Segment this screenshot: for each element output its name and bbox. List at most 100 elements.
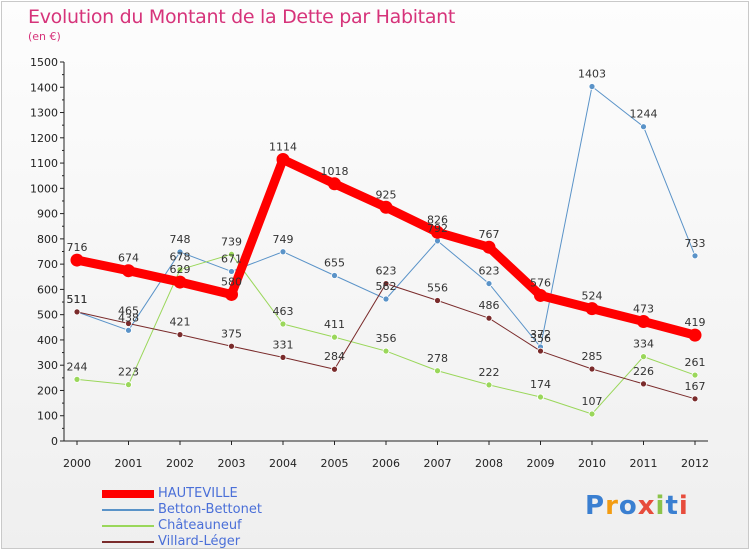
y-tick-label: 400 [37,334,58,347]
data-point [537,393,544,401]
data-label: 674 [118,252,139,265]
data-label: 486 [479,299,500,312]
data-point [688,328,702,342]
data-point [228,342,235,350]
x-tick-label: 2002 [166,457,194,470]
y-tick-label: 600 [37,283,58,296]
data-label: 285 [582,350,603,363]
data-point [125,320,132,327]
data-point [276,153,290,167]
y-tick-label: 1500 [30,56,58,69]
data-point [279,353,287,361]
legend-swatch-chateauneuf [102,525,154,527]
data-label: 792 [427,222,448,235]
data-point [485,381,493,389]
data-point [534,288,547,302]
y-tick-label: 1100 [30,157,58,170]
x-tick-label: 2007 [424,457,452,470]
data-point [485,280,493,287]
y-tick-label: 200 [37,384,58,397]
x-tick-label: 2005 [321,457,349,470]
data-label: 278 [427,352,448,365]
data-label: 372 [530,328,551,341]
data-point [176,266,184,274]
data-label: 1403 [578,68,606,81]
series-line [72,155,700,340]
data-label: 748 [170,233,191,246]
data-label: 1114 [269,141,297,154]
data-label: 465 [118,305,139,318]
data-point [588,410,596,418]
y-tick-label: 0 [51,435,58,448]
data-point [279,248,287,256]
data-label: 1244 [630,108,658,121]
data-label: 826 [427,213,448,226]
data-point [585,302,599,316]
data-label: 623 [479,265,500,278]
data-label: 629 [170,263,191,276]
data-label: 671 [221,252,242,265]
chart-title: Evolution du Montant de la Dette par Hab… [28,6,456,28]
data-point [225,287,238,301]
data-label: 375 [221,327,242,340]
x-tick-label: 2012 [681,457,709,470]
data-point [691,395,699,403]
x-tick-label: 2008 [475,457,503,470]
data-label: 678 [170,251,191,264]
data-point [122,264,135,278]
legend-label-hauteville: HAUTEVILLE [158,486,238,501]
data-point [434,297,441,304]
data-label: 562 [376,280,397,293]
data-label: 767 [479,228,500,241]
data-label: 463 [273,305,294,318]
legend-label-chateauneuf: Châteauneuf [158,518,242,533]
x-tick-label: 2003 [218,457,246,470]
x-tick-label: 2004 [269,457,297,470]
data-label: 580 [221,275,242,288]
data-point [691,371,699,379]
x-tick-label: 2009 [527,457,555,470]
y-tick-label: 900 [37,208,58,221]
data-point [228,250,235,258]
data-point [125,381,132,389]
data-label: 107 [582,395,603,408]
y-tick-label: 1400 [30,81,58,94]
data-label: 556 [427,282,448,295]
data-point [228,268,235,275]
data-label: 511 [67,293,88,306]
data-label: 244 [67,360,88,373]
data-point [176,248,184,256]
data-label: 167 [685,380,706,393]
logo-letter: r [605,491,619,521]
data-point [640,380,647,388]
logo-letter: o [618,491,638,521]
data-point [176,331,184,339]
legend-swatch-hauteville [102,490,154,498]
data-label: 419 [685,316,706,329]
x-tick-label: 2011 [630,457,658,470]
data-point [70,253,84,267]
data-point [279,320,287,328]
data-point [73,308,81,316]
legend-swatch-betton-bettonet [102,509,154,511]
data-label: 438 [118,311,139,324]
legend-label-villard-leger: Villard-Léger [158,534,241,549]
data-point [640,353,647,361]
logo-letter: P [585,491,606,521]
data-point [482,240,496,254]
data-point [379,200,393,214]
data-point [382,347,390,355]
data-label: 716 [67,241,88,254]
data-label: 334 [633,338,654,351]
logo-letter: i [678,491,689,521]
x-tick-label: 2010 [578,457,606,470]
data-point [637,314,650,328]
data-label: 223 [118,366,139,379]
y-tick-label: 1200 [30,132,58,145]
logo-letter: t [665,491,679,521]
legend-swatch-villard-leger [102,541,154,543]
data-label: 356 [376,332,397,345]
data-label: 226 [633,365,654,378]
data-label: 284 [324,350,345,363]
